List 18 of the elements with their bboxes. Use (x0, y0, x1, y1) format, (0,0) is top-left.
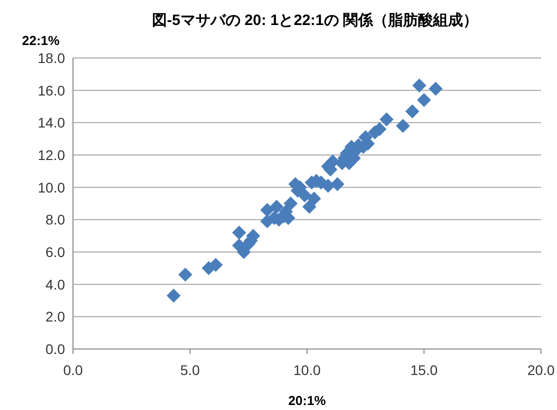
y-tick-label: 14.0 (38, 114, 66, 131)
x-tick-label: 15.0 (410, 362, 438, 378)
x-tick-label: 0.0 (63, 362, 83, 378)
y-tick-label: 8.0 (46, 212, 66, 228)
x-tick-label: 10.0 (293, 362, 321, 378)
y-axis-title: 22:1% (22, 33, 60, 48)
chart-title: 図-5マサバの 20: 1と22:1の 関係（脂肪酸組成） (152, 12, 478, 29)
y-tick-label: 4.0 (46, 276, 66, 292)
y-tick-label: 12.0 (38, 147, 66, 163)
y-tick-label: 0.0 (46, 341, 66, 357)
y-tick-label: 10.0 (38, 179, 66, 196)
y-tick-label: 18.0 (38, 50, 66, 66)
x-axis-title: 20:1% (288, 393, 326, 408)
x-tick-label: 5.0 (180, 362, 200, 378)
x-tick-label: 20.0 (527, 362, 555, 378)
y-tick-label: 6.0 (46, 244, 66, 260)
y-tick-label: 2.0 (46, 308, 66, 325)
y-tick-label: 16.0 (38, 82, 66, 98)
